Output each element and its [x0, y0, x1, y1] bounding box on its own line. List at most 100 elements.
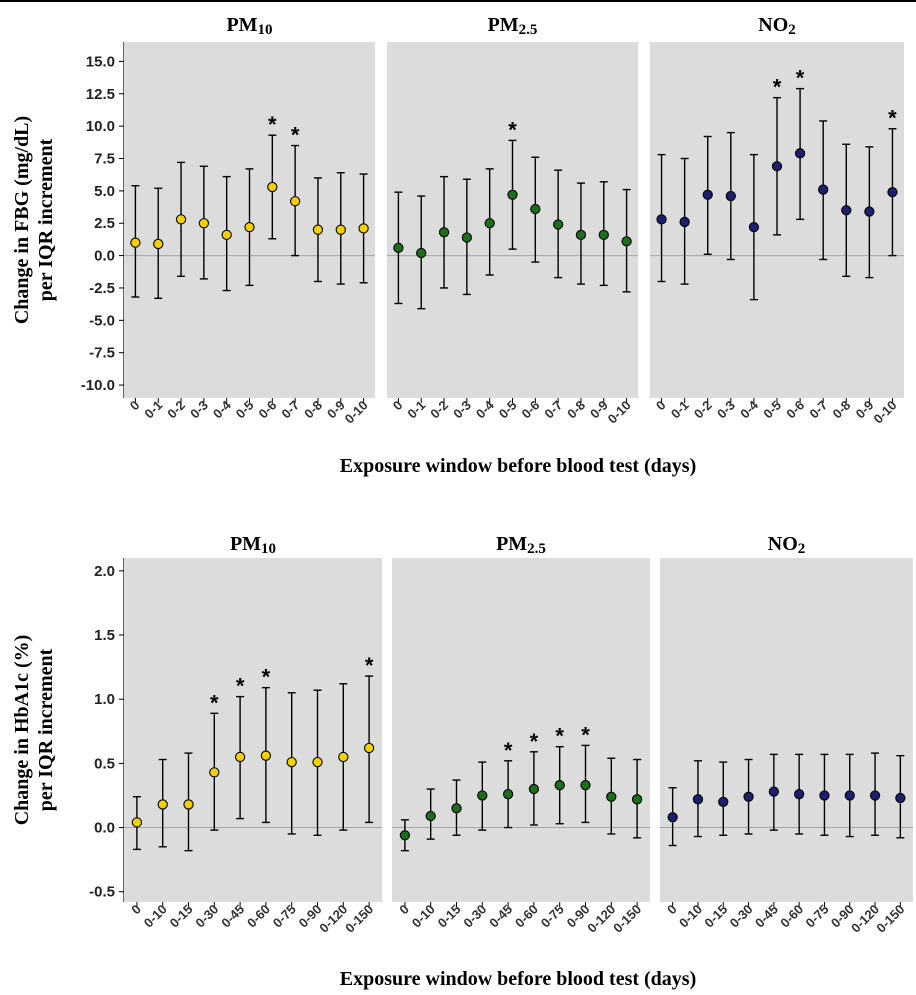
x-tick-label: 0-45 — [486, 902, 515, 931]
y-axis-title-line1: Change in FBG (mg/dL) — [11, 116, 33, 324]
significance-marker: * — [236, 674, 245, 699]
x-tick-label: 0-7 — [278, 398, 302, 422]
x-tick-label: 0-8 — [564, 398, 588, 422]
point-estimate — [819, 790, 830, 801]
point-estimate — [895, 792, 906, 804]
point-estimate — [864, 206, 875, 217]
panel-title-subscript: 2 — [798, 541, 806, 557]
point-estimate — [598, 229, 609, 241]
point-estimate — [153, 238, 164, 250]
point-estimate — [656, 214, 667, 225]
x-tick-label: 0 — [396, 902, 412, 918]
panel-title: NO2 — [768, 533, 806, 557]
panel-title-subscript: 10 — [258, 22, 273, 38]
point-estimate — [507, 189, 518, 200]
y-tick-label: -2.5 — [89, 280, 115, 297]
point-estimate — [157, 799, 168, 810]
x-tick-label: 0-30 — [460, 902, 489, 931]
point-estimate — [221, 229, 232, 241]
point-estimate — [818, 184, 829, 195]
point-estimate — [679, 216, 690, 228]
point-estimate — [692, 794, 704, 805]
point-estimate — [358, 223, 369, 234]
point-estimate — [794, 789, 805, 800]
y-tick-label: 1.5 — [94, 627, 115, 644]
panel-title: PM2.5 — [496, 533, 546, 557]
x-tick-label: 0 — [128, 902, 144, 918]
point-estimate — [267, 181, 278, 193]
point-estimate — [312, 756, 323, 768]
point-estimate — [502, 789, 514, 800]
x-tick-label: 0-10 — [676, 902, 705, 931]
x-tick-label: 0-2 — [427, 398, 451, 422]
point-estimate — [131, 817, 143, 828]
significance-marker: * — [555, 724, 564, 749]
point-estimate — [416, 247, 427, 259]
point-estimate — [667, 812, 678, 823]
y-axis-title-line2: per IQR increment — [35, 648, 57, 811]
x-tick-label: 0-120 — [848, 902, 882, 936]
x-tick-label: 0-10 — [871, 398, 900, 427]
significance-marker: * — [581, 722, 590, 747]
y-axis-title-line1: Change in HbA1c (%) — [11, 635, 33, 826]
x-tick-label: 0-60 — [777, 902, 806, 931]
y-tick-label: 10.0 — [86, 118, 115, 135]
x-tick-label: 0-75 — [270, 902, 299, 931]
point-estimate — [183, 799, 194, 810]
x-tick-label: 0-150 — [342, 902, 376, 936]
point-estimate — [286, 756, 297, 768]
point-estimate — [554, 780, 565, 791]
point-estimate — [528, 783, 540, 795]
panel-title-subscript: 10 — [261, 541, 276, 557]
x-tick-label: 0-4 — [473, 397, 497, 421]
y-tick-label: 15.0 — [86, 53, 115, 70]
panel-title-main: PM — [488, 14, 519, 36]
point-estimate — [209, 767, 220, 778]
significance-marker: * — [291, 123, 300, 148]
point-estimate — [399, 830, 411, 841]
point-estimate — [718, 796, 729, 808]
point-estimate — [725, 190, 736, 202]
x-axis-title: Exposure window before blood test (days) — [340, 455, 697, 477]
x-tick-label: 0-2 — [691, 398, 715, 422]
y-tick-label: -7.5 — [89, 345, 115, 362]
x-tick-label: 0-3 — [714, 398, 738, 422]
point-estimate — [484, 218, 495, 229]
x-tick-label: 0-5 — [233, 398, 257, 422]
x-tick-label: 0-10 — [342, 398, 371, 427]
point-estimate — [312, 224, 324, 235]
significance-marker: * — [796, 66, 805, 91]
point-estimate — [794, 148, 806, 159]
point-estimate — [289, 196, 301, 207]
x-tick-label: 0-4 — [737, 397, 761, 421]
point-estimate — [768, 786, 779, 797]
point-estimate — [552, 219, 564, 230]
top-rule — [0, 0, 916, 2]
y-tick-label: -5.0 — [89, 312, 115, 329]
x-axis-title: Exposure window before blood test (days) — [340, 968, 697, 990]
y-tick-label: 2.0 — [94, 563, 115, 580]
y-tick-label: 12.5 — [86, 86, 115, 103]
y-tick-label: 7.5 — [94, 151, 115, 168]
x-tick-label: 0-5 — [496, 398, 520, 422]
point-estimate — [743, 791, 754, 802]
x-tick-label: 0-8 — [301, 398, 325, 422]
point-estimate — [363, 742, 375, 754]
x-tick-label: 0-1 — [404, 398, 428, 422]
x-tick-label: 0-120 — [316, 902, 350, 936]
panel-background — [124, 558, 382, 902]
x-tick-label: 0-8 — [829, 398, 853, 422]
panel-title-subscript: 2 — [788, 22, 796, 38]
significance-marker: * — [210, 690, 219, 715]
significance-marker: * — [773, 75, 782, 100]
x-tick-label: 0-60 — [244, 902, 273, 931]
significance-marker: * — [365, 653, 374, 678]
x-tick-label: 0-7 — [541, 398, 565, 422]
y-tick-label: -0.5 — [89, 884, 115, 901]
x-tick-label: 0-6 — [256, 398, 280, 422]
point-estimate — [575, 229, 587, 241]
significance-marker: * — [504, 738, 513, 763]
x-tick-label: 0-6 — [519, 398, 543, 422]
